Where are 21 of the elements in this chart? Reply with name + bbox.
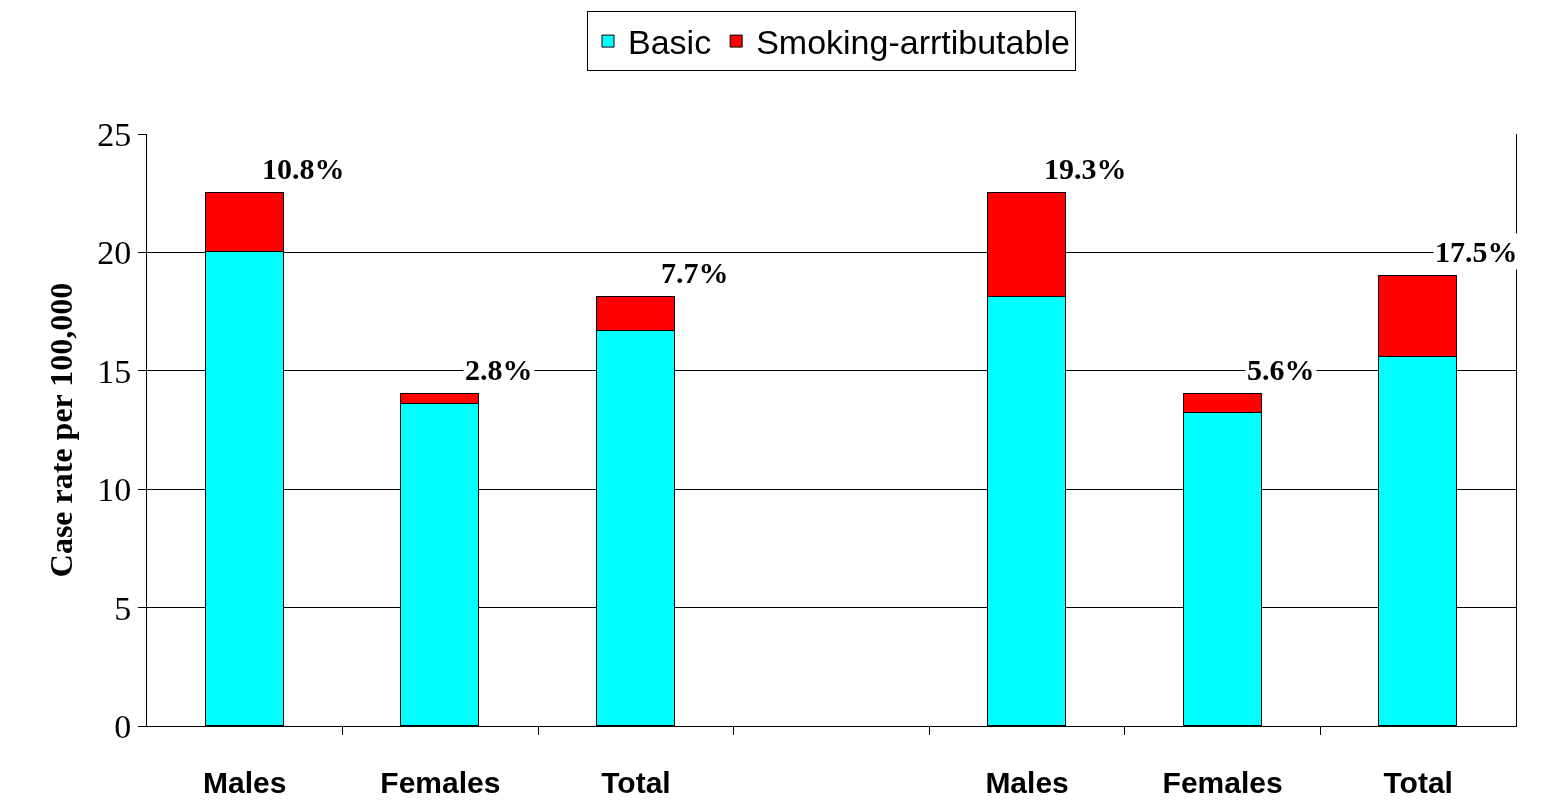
x-tick-label: Males <box>985 766 1069 799</box>
annotation: 10.8% <box>262 152 345 185</box>
x-tick-label: Females <box>380 766 501 799</box>
y-tick-label: 20 <box>97 234 132 272</box>
annotation: 19.3% <box>1044 152 1127 185</box>
x-tick-label: Total <box>601 766 671 799</box>
y-tick-label: 5 <box>114 589 132 627</box>
legend-label: Smoking-arrtibutable <box>756 23 1070 62</box>
annotation: 7.7% <box>661 256 729 289</box>
x-tick-label: Males <box>203 766 287 799</box>
legend-label: Basic <box>628 23 712 62</box>
x-tick-label: Females <box>1162 766 1283 799</box>
x-tick-label: Total <box>1383 766 1453 799</box>
y-tick-label: 25 <box>97 115 132 153</box>
annotation: 17.5% <box>1435 235 1518 268</box>
y-axis-title: Case rate per 100,000 <box>42 282 79 578</box>
y-tick-label: 15 <box>97 352 132 390</box>
y-tick-label: 10 <box>97 471 132 509</box>
y-tick-label: 0 <box>114 707 132 745</box>
annotation: 2.8% <box>465 353 533 386</box>
annotation: 5.6% <box>1247 353 1315 386</box>
